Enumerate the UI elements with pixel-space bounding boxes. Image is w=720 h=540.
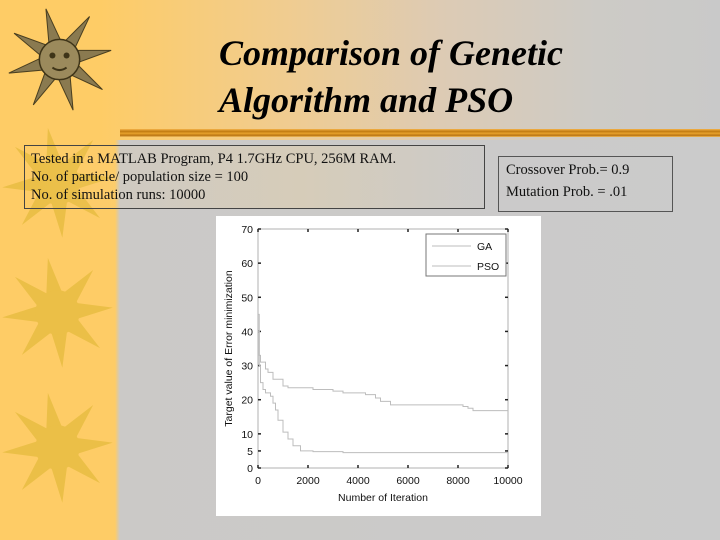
title-background	[100, 0, 720, 140]
y-tick-label: 30	[241, 361, 253, 373]
ga-parameters-box: Crossover Prob.= 0.9 Mutation Prob. = .0…	[498, 156, 673, 212]
y-tick-label: 40	[241, 326, 253, 338]
test-setup-box: Tested in a MATLAB Program, P4 1.7GHz CP…	[24, 145, 485, 209]
plot-area-frame	[257, 228, 509, 469]
x-tick-label: 2000	[296, 475, 320, 487]
title-line-1: Comparison of Genetic	[219, 33, 564, 73]
mutation-prob: Mutation Prob. = .01	[506, 184, 628, 200]
y-tick-label: 60	[241, 258, 253, 270]
sun-face-icon	[8, 8, 112, 111]
x-tick-label: 0	[255, 475, 261, 487]
crossover-prob: Crossover Prob.= 0.9	[506, 162, 630, 178]
y-tick-label: 20	[241, 395, 253, 407]
x-axis-label: Number of Iteration	[338, 492, 428, 504]
y-tick-label: 50	[241, 292, 253, 304]
series-line-ga	[258, 330, 508, 412]
convergence-chart: 0 2000 4000 6000 8000 10000 0 5 10 20 30 40 50 60 70 Nu…	[216, 216, 541, 516]
y-tick-label: 5	[247, 446, 253, 458]
title-divider	[120, 129, 720, 137]
sun-icon	[2, 392, 113, 503]
y-tick-label: 0	[247, 463, 253, 475]
info-line: Tested in a MATLAB Program, P4 1.7GHz CP…	[31, 151, 397, 167]
sun-icon	[2, 127, 113, 238]
y-axis-label: Target value of Error minimization	[223, 270, 235, 427]
legend-box	[425, 233, 507, 277]
title-line-2: Algorithm and PSO	[219, 80, 514, 120]
sun-icon	[2, 257, 113, 368]
slide-title: Comparison of Genetic Algorithm and PSO	[219, 30, 699, 124]
y-tick-label: 10	[241, 429, 253, 441]
y-tick-label: 70	[241, 224, 253, 236]
series-line-pso	[258, 313, 508, 454]
legend-label-pso: PSO	[477, 261, 499, 273]
info-line: No. of particle/ population size = 100	[31, 169, 249, 185]
legend-label-ga: GA	[477, 241, 492, 253]
x-tick-label: 8000	[446, 475, 470, 487]
x-tick-label: 10000	[493, 475, 522, 487]
chart-canvas: 0 2000 4000 6000 8000 10000 0 5 10 20 30 40 50 60 70 Nu…	[223, 224, 523, 504]
info-line: No. of simulation runs: 10000	[31, 187, 206, 203]
x-tick-label: 4000	[346, 475, 370, 487]
x-tick-label: 6000	[396, 475, 420, 487]
